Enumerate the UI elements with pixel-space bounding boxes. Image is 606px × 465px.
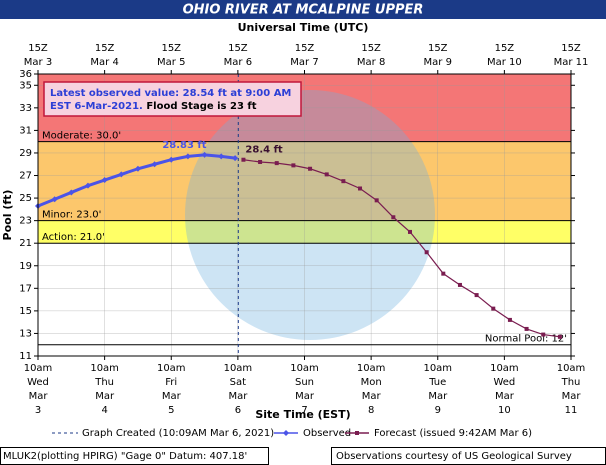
x-tick-label: 10am Sat Mar 6 [224,363,253,416]
y-tick-label: 36 [19,69,32,80]
legend-label: Graph Created (10:09AM Mar 6, 2021) [82,428,274,439]
observed-point [151,161,158,168]
x-tick-label: 10am Mon Mar 8 [357,363,386,416]
info-box [43,81,302,117]
forecast-point [341,179,346,184]
forecast-point [524,326,529,331]
x2-tick-label: 15Z Mar 10 [487,43,522,68]
legend-label: Forecast (issued 9:42AM Mar 6) [374,428,532,439]
x2-tick-label: 15Z Mar 7 [290,43,318,68]
footer-left: MLUK2(plotting HPIRG) "Gage 0" Datum: 40… [3,451,247,462]
x-tick-label: 10am Thu Mar 11 [557,363,586,416]
forecast-point [407,229,412,234]
y-tick-label: 23 [19,216,32,227]
x-axis-title: Site Time (EST) [255,408,350,421]
observed-point [168,156,175,163]
y-tick-label: 27 [19,171,32,182]
y-tick-label: 15 [19,306,32,317]
x-tick-label: 10am Wed Mar 3 [24,363,53,416]
x2-tick-label: 15Z Mar 5 [157,43,185,68]
info-text: Flood Stage is 23 ft [143,101,257,112]
x-tick-label: 10am Wed Mar 10 [490,363,519,416]
y-tick-label: 31 [19,125,32,136]
y-tick-label: 33 [19,103,32,114]
threshold-label: Action: 21.0' [42,232,105,243]
x2-axis-title: Universal Time (UTC) [238,21,369,34]
title-bar [0,0,606,19]
x-tick-label: 10am Fri Mar 5 [157,363,186,416]
y-tick-label: 25 [19,193,32,204]
forecast-point [541,332,546,337]
x-tick-label: 10am Thu Mar 4 [90,363,119,416]
observed-point [101,177,108,184]
observed-point [51,196,58,203]
info-line: EST 6-Mar-2021. Flood Stage is 23 ft [50,101,257,112]
forecast-point [358,186,363,191]
y-tick-label: 35 [19,80,32,91]
y-tick-label: 13 [19,328,32,339]
observed-point [218,153,225,160]
forecast-point [258,159,263,164]
x-tick-label: 10am Sun Mar 7 [290,363,319,416]
series-line [243,159,560,338]
x2-tick-label: 15Z Mar 8 [357,43,385,68]
forecast-point [308,166,313,171]
y-tick-label: 21 [19,238,32,249]
forecast-point [557,334,562,339]
info-text: EST 6-Mar-2021. [50,101,143,112]
forecast-point [324,172,329,177]
forecast-point [424,250,429,255]
annotation: 28.83 ft [162,140,206,151]
x2-tick-label: 15Z Mar 6 [224,43,252,68]
chart-title: OHIO RIVER AT MCALPINE UPPER [183,3,424,18]
watermark [185,90,435,340]
x2-tick-label: 15Z Mar 11 [554,43,589,68]
observed-point [232,155,239,162]
x2-tick-label: 15Z Mar 4 [90,43,118,68]
y-tick-label: 11 [19,351,32,362]
forecast-point [474,293,479,298]
forecast-point [291,163,296,168]
observed-point [68,189,75,196]
forecast-point [374,198,379,203]
y-axis-title: Pool (ft) [1,190,14,241]
observed-point [134,165,141,172]
x2-tick-label: 15Z Mar 9 [424,43,452,68]
threshold-label: Moderate: 30.0' [42,131,121,142]
y-tick-label: 19 [19,261,32,272]
forecast-point [507,317,512,322]
forecast-point [441,271,446,276]
x-tick-label: 10am Tue Mar 9 [423,363,452,416]
threshold-label: Normal Pool: 12' [485,334,567,345]
forecast-point [457,282,462,287]
y-tick-label: 29 [19,148,32,159]
plot-frame [37,73,572,357]
footer-right: Observations courtesy of US Geological S… [336,451,572,462]
forecast-point [274,161,279,166]
observed-point [84,182,91,189]
legend-marker [355,431,359,435]
annotation: 28.4 ft [245,145,283,156]
forecast-point [491,306,496,311]
legend-marker [283,430,289,436]
observed-point [184,153,191,160]
forecast-point [241,157,246,162]
info-line: Latest observed value: 28.54 ft at 9:00 … [50,88,291,99]
x2-tick-label: 15Z Mar 3 [24,43,52,68]
y-tick-label: 17 [19,283,32,294]
threshold-label: Minor: 23.0' [42,210,101,221]
legend-label: Observed [303,428,351,439]
observed-point [201,151,208,158]
observed-point [118,171,125,178]
forecast-point [391,215,396,220]
